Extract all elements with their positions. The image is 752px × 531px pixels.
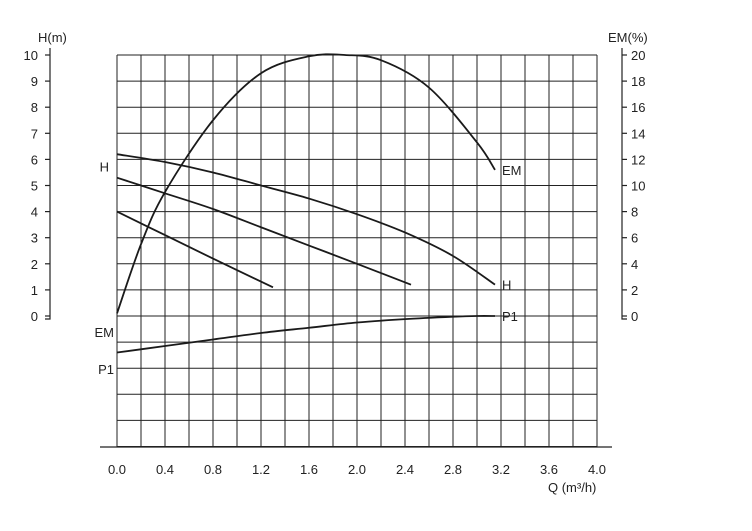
h-curve-1 (116, 153, 496, 286)
curve-label-h: H (502, 278, 511, 293)
x-tick-label: 1.2 (252, 462, 270, 477)
right-y-tick-label: 20 (631, 48, 645, 63)
curve-labels: H H EM P1 EM P1 (95, 160, 522, 377)
right-y-tick-label: 10 (631, 179, 645, 194)
grid (116, 54, 598, 447)
curve-label-em: EM (502, 163, 522, 178)
y-left-axis-title: H(m) (38, 30, 67, 45)
unnamed-curve-3 (116, 210, 274, 289)
left-y-tick-label: 0 (31, 309, 38, 324)
x-tick-label: 1.6 (300, 462, 318, 477)
curves (116, 53, 496, 354)
p1-curve-5 (116, 315, 496, 354)
left-axis-line (45, 48, 51, 320)
curve-start-label-p1: P1 (98, 362, 114, 377)
right-y-tick-label: 4 (631, 257, 638, 272)
x-axis-title: Q (m³/h) (548, 480, 596, 495)
right-y-tick-labels: 0 2 4 6 8 10 12 14 16 18 20 (622, 48, 645, 324)
x-tick-label: 2.0 (348, 462, 366, 477)
curve-label-p1: P1 (502, 309, 518, 324)
right-y-tick-label: 12 (631, 152, 645, 167)
x-tick-label: 0.0 (108, 462, 126, 477)
x-tick-label: 2.8 (444, 462, 462, 477)
left-y-tick-label: 7 (31, 126, 38, 141)
em-curve-4 (116, 53, 496, 314)
right-y-tick-label: 2 (631, 283, 638, 298)
axes (45, 48, 627, 448)
curve-label-h: H (100, 160, 109, 175)
x-tick-label: 3.6 (540, 462, 558, 477)
left-y-tick-label: 6 (31, 152, 38, 167)
left-y-tick-label: 1 (31, 283, 38, 298)
right-axis-line (621, 48, 627, 320)
x-tick-label: 0.4 (156, 462, 174, 477)
right-y-tick-label: 16 (631, 100, 645, 115)
x-tick-label: 3.2 (492, 462, 510, 477)
y-right-axis-title: EM(%) (608, 30, 648, 45)
right-y-tick-label: 0 (631, 309, 638, 324)
h-curve-2 (116, 176, 412, 286)
x-tick-label: 0.8 (204, 462, 222, 477)
x-tick-label: 4.0 (588, 462, 606, 477)
left-y-tick-label: 9 (31, 74, 38, 89)
left-y-tick-label: 4 (31, 205, 38, 220)
right-y-tick-label: 18 (631, 74, 645, 89)
right-y-tick-label: 14 (631, 126, 645, 141)
right-y-tick-label: 6 (631, 231, 638, 246)
left-y-tick-label: 3 (31, 231, 38, 246)
left-y-tick-label: 5 (31, 179, 38, 194)
left-y-tick-label: 8 (31, 100, 38, 115)
right-y-tick-label: 8 (631, 205, 638, 220)
left-y-tick-label: 10 (24, 48, 38, 63)
curve-start-label-em: EM (95, 325, 115, 340)
left-y-tick-label: 2 (31, 257, 38, 272)
x-tick-labels: 0.0 0.4 0.8 1.2 1.6 2.0 2.4 2.8 3.2 3.6 4.0 (108, 462, 606, 477)
x-tick-label: 2.4 (396, 462, 414, 477)
left-y-tick-labels: 0 1 2 3 4 5 6 7 8 9 10 (24, 48, 50, 324)
